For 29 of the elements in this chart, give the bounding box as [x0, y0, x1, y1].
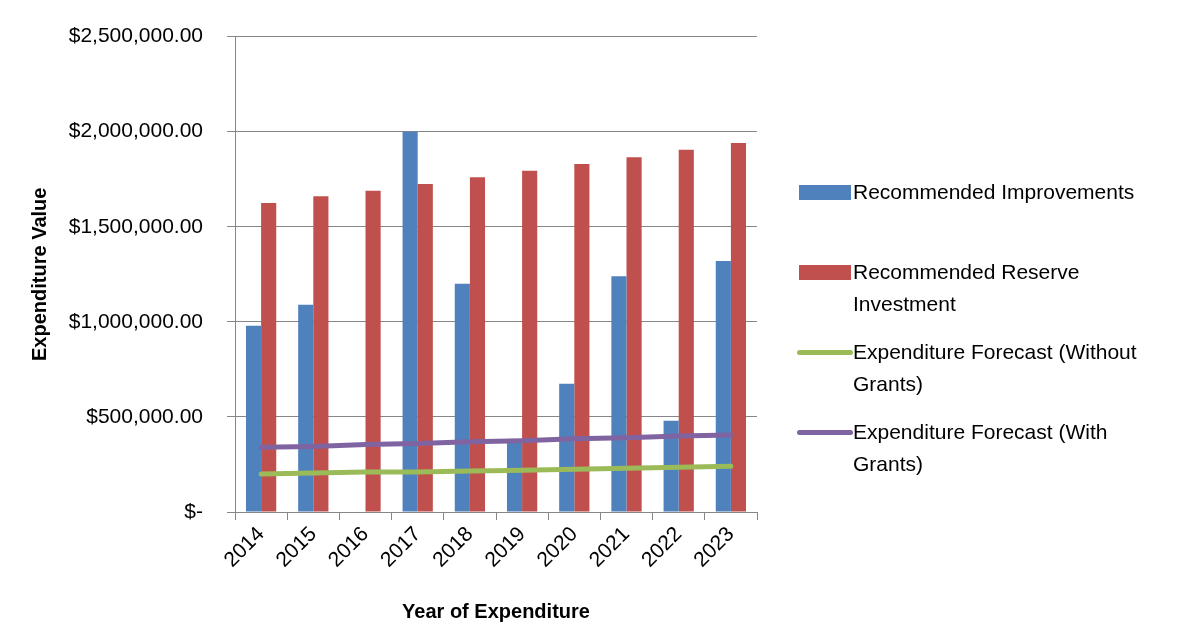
- legend-label: Recommended Improvements: [853, 179, 1136, 205]
- bar: [417, 183, 433, 512]
- bar: [626, 157, 642, 512]
- bar: [365, 190, 381, 512]
- y-tick-label: $1,500,000.00: [68, 213, 203, 237]
- legend-label: Expenditure Forecast (With Grants): [853, 419, 1109, 477]
- y-tick-label: $2,000,000.00: [68, 118, 203, 142]
- x-axis-title: Year of Expenditure: [402, 599, 590, 622]
- bar: [574, 164, 590, 512]
- bar: [454, 283, 470, 512]
- bar: [298, 304, 314, 512]
- bar: [261, 202, 277, 512]
- bar: [313, 196, 329, 512]
- bar: [522, 170, 538, 512]
- legend-label: Recommended Reserve Investment: [853, 259, 1081, 317]
- y-axis-title: Expenditure Value: [27, 187, 50, 361]
- y-tick-label: $1,000,000.00: [68, 308, 203, 332]
- bar: [730, 143, 747, 512]
- bar: [611, 276, 627, 512]
- y-tick-label: $-: [184, 498, 203, 522]
- bar: [678, 149, 694, 512]
- bar: [469, 177, 486, 512]
- bar: [245, 325, 262, 512]
- bar: [715, 260, 731, 512]
- bar: [559, 383, 575, 512]
- y-tick-label: $2,500,000.00: [68, 23, 203, 47]
- legend-label: Expenditure Forecast (Without Grants): [853, 339, 1138, 397]
- bar: [402, 131, 418, 512]
- y-tick-label: $500,000.00: [86, 403, 203, 427]
